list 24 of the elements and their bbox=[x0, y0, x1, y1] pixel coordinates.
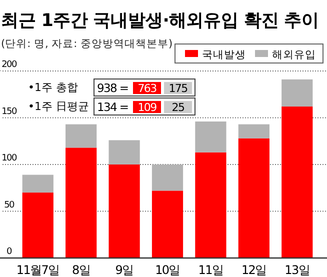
x-tick-label: 13일 bbox=[284, 263, 310, 277]
annotation: 134 = bbox=[97, 100, 128, 114]
annotation: 109 bbox=[138, 101, 158, 114]
annotation: •1주 日평균 bbox=[28, 100, 89, 113]
y-tick-label: 100 bbox=[2, 154, 18, 164]
y-tick-label: 50 bbox=[4, 200, 15, 210]
x-tick-label: 12일 bbox=[241, 263, 266, 277]
x-tick-label: 11월7일 bbox=[16, 263, 60, 277]
chart-title: 최근 1주간 국내발생·해외유입 확진 추이 bbox=[1, 11, 319, 31]
annotation: 175 bbox=[168, 82, 188, 95]
chart-subtitle: (단위: 명, 자료: 중앙방역대책본부) bbox=[1, 38, 173, 50]
x-tick-label: 8일 bbox=[72, 263, 90, 277]
legend-label: 국내발생 bbox=[202, 49, 246, 61]
y-tick-label: 150 bbox=[2, 106, 18, 117]
x-tick-label: 11일 bbox=[198, 263, 224, 277]
x-tick-label: 10일 bbox=[155, 263, 180, 277]
y-tick-label: 0 bbox=[6, 247, 13, 257]
legend-label: 해외유입 bbox=[272, 49, 316, 61]
annotation: 25 bbox=[172, 101, 185, 114]
y-tick-label: 200 bbox=[2, 60, 18, 70]
annotation: 938 = bbox=[97, 81, 128, 95]
x-tick-label: 9일 bbox=[115, 263, 134, 277]
annotation: •1주 총합 bbox=[28, 81, 78, 94]
annotation: 763 bbox=[138, 82, 158, 95]
